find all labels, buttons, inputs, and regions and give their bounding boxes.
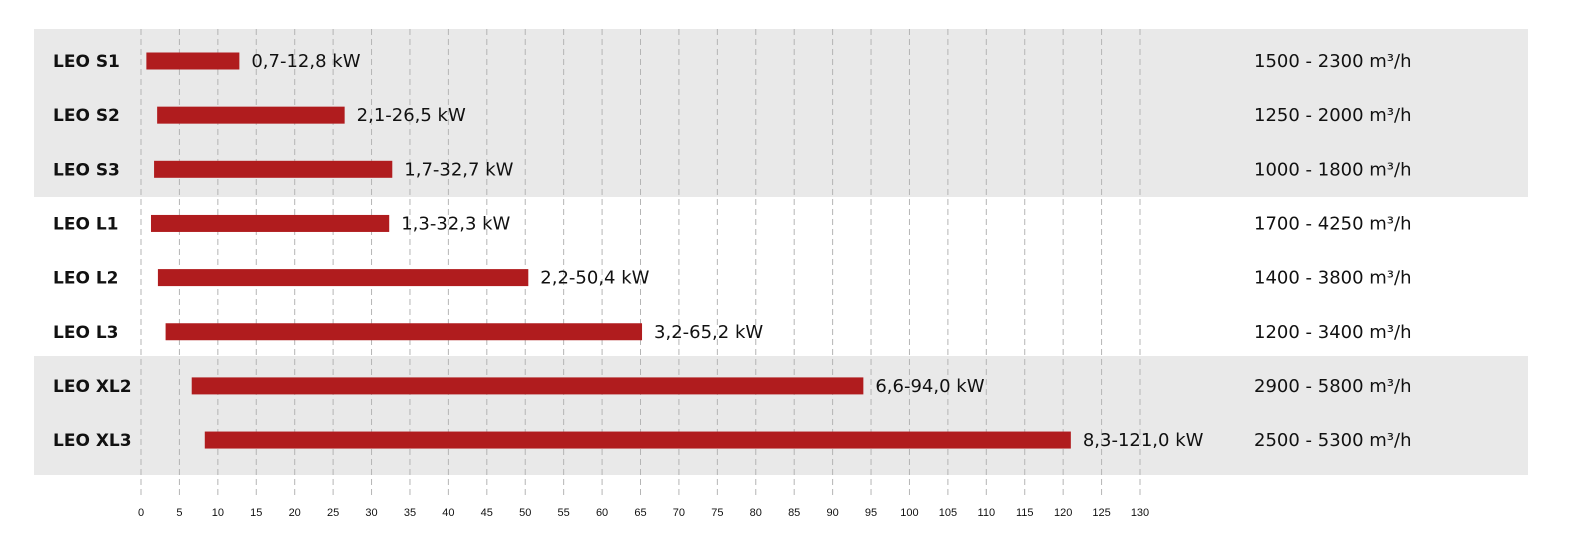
value-label: 6,6-94,0 kW (875, 376, 984, 397)
band (34, 356, 1528, 475)
value-label: 0,7-12,8 kW (251, 51, 360, 72)
x-tick-label: 15 (250, 507, 262, 519)
x-tick-label: 95 (865, 507, 877, 519)
x-tick-label: 40 (442, 507, 454, 519)
airflow-label: 1000 - 1800 m³/h (1254, 159, 1412, 180)
value-label: 1,3-32,3 kW (401, 213, 510, 234)
category-label: LEO S3 (53, 160, 120, 180)
bar (204, 431, 1071, 449)
x-tick-label: 65 (634, 507, 646, 519)
airflow-label: 1400 - 3800 m³/h (1254, 268, 1412, 289)
value-label: 3,2-65,2 kW (654, 322, 763, 343)
x-tick-label: 125 (1092, 507, 1110, 519)
x-tick-label: 5 (176, 507, 182, 519)
airflow-label: 2500 - 5300 m³/h (1254, 430, 1412, 451)
x-tick-label: 60 (596, 507, 608, 519)
bar (157, 106, 345, 124)
bar (157, 269, 529, 287)
airflow-label: 1700 - 4250 m³/h (1254, 213, 1412, 234)
category-label: LEO XL3 (53, 431, 132, 451)
x-tick-label: 25 (327, 507, 339, 519)
category-label: LEO XL2 (53, 377, 132, 397)
bar (191, 377, 864, 395)
x-tick-label: 55 (558, 507, 570, 519)
x-tick-label: 85 (788, 507, 800, 519)
x-tick-label: 70 (673, 507, 685, 519)
value-label: 8,3-121,0 kW (1083, 430, 1204, 451)
x-tick-label: 90 (826, 507, 838, 519)
category-label: LEO L1 (53, 214, 118, 234)
category-label: LEO S2 (53, 106, 120, 126)
airflow-label: 1500 - 2300 m³/h (1254, 51, 1412, 72)
x-tick-label: 110 (978, 507, 996, 519)
x-tick-label: 0 (138, 507, 144, 519)
x-tick-label: 35 (404, 507, 416, 519)
category-label: LEO L2 (53, 269, 118, 289)
x-tick-label: 130 (1131, 507, 1149, 519)
airflow-label: 1200 - 3400 m³/h (1254, 322, 1412, 343)
x-tick-label: 20 (289, 507, 301, 519)
x-tick-label: 45 (481, 507, 493, 519)
x-tick-label: 80 (750, 507, 762, 519)
x-tick-label: 105 (939, 507, 957, 519)
bar (150, 214, 390, 232)
airflow-label: 1250 - 2000 m³/h (1254, 105, 1412, 126)
x-tick-label: 115 (1016, 507, 1034, 519)
x-tick-label: 100 (900, 507, 918, 519)
bar (165, 323, 643, 341)
value-label: 1,7-32,7 kW (404, 159, 513, 180)
x-tick-label: 50 (519, 507, 531, 519)
x-tick-label: 120 (1054, 507, 1072, 519)
x-tick-label: 75 (711, 507, 723, 519)
category-label: LEO S1 (53, 52, 120, 72)
bar (154, 160, 393, 178)
x-tick-label: 10 (212, 507, 224, 519)
airflow-label: 2900 - 5800 m³/h (1254, 376, 1412, 397)
bar (146, 52, 240, 70)
x-tick-label: 30 (365, 507, 377, 519)
value-label: 2,1-26,5 kW (357, 105, 466, 126)
category-label: LEO L3 (53, 323, 118, 343)
value-label: 2,2-50,4 kW (540, 268, 649, 289)
